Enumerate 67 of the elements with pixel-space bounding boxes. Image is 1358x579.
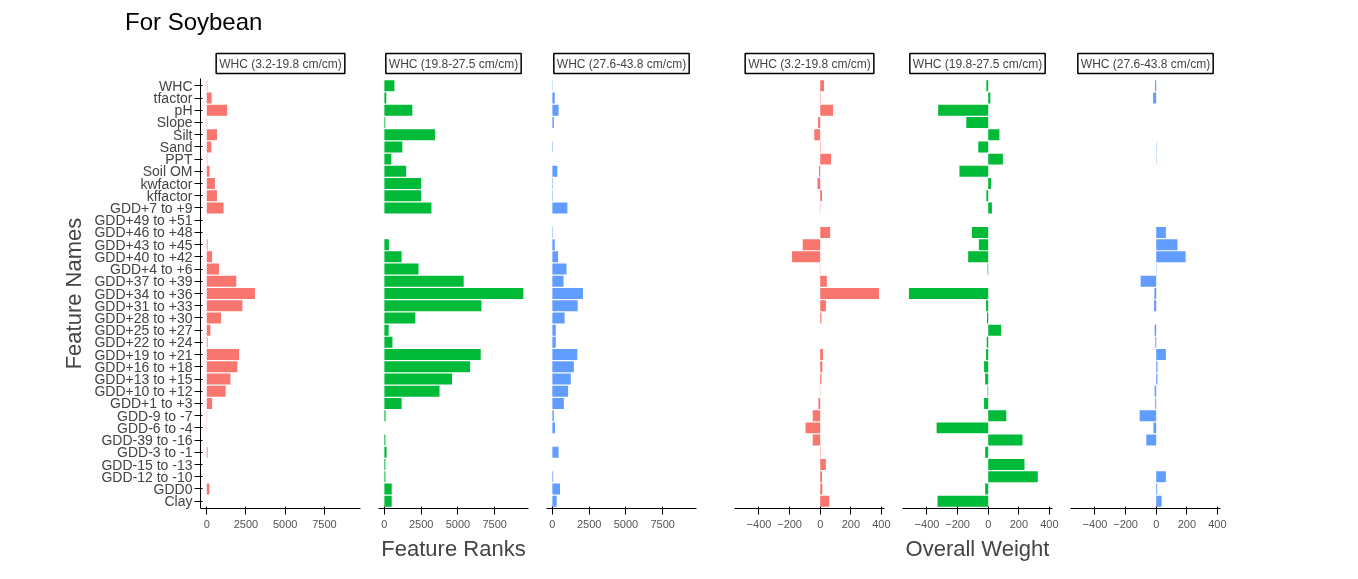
x-tick-label: −400 xyxy=(746,517,772,530)
bar xyxy=(820,226,831,238)
x-tick-label: 7500 xyxy=(650,517,675,530)
x-tick-label: 7500 xyxy=(482,517,507,530)
bar xyxy=(985,446,989,458)
bar xyxy=(988,178,991,190)
bar xyxy=(936,422,989,434)
x-tick-label: 400 xyxy=(1208,517,1227,530)
x-tick-label: 5000 xyxy=(445,517,471,530)
x-tick-label: −200 xyxy=(945,517,970,530)
bar xyxy=(552,495,557,507)
bar xyxy=(988,153,1003,165)
x-tick-label: 5000 xyxy=(613,517,639,530)
x-axis-title: Overall Weight xyxy=(905,535,1050,561)
x-tick-label: 5000 xyxy=(272,517,298,530)
chart-title: WHC (27.6-43.8 cm/cm) xyxy=(1080,56,1211,71)
x-tick-label: −200 xyxy=(1113,517,1138,530)
bar xyxy=(978,141,989,153)
x-tick-label: 400 xyxy=(1040,517,1059,530)
chart-title: WHC (3.2-19.8 cm/cm) xyxy=(219,56,342,71)
x-tick-label: 0 xyxy=(381,517,388,530)
bar xyxy=(820,153,832,165)
bar xyxy=(985,483,989,495)
bar xyxy=(384,495,392,507)
bar xyxy=(988,129,1000,141)
bar xyxy=(820,80,825,92)
text: For Soybean xyxy=(125,7,263,37)
y-tick-label: Clay xyxy=(164,493,193,510)
bar xyxy=(1156,495,1162,507)
x-tick-label: 0 xyxy=(817,517,824,530)
x-tick-label: 200 xyxy=(1009,517,1029,530)
x-tick-label: 7500 xyxy=(312,517,337,530)
x-axis-title: Feature Ranks xyxy=(381,535,526,561)
x-tick-label: 200 xyxy=(1177,517,1197,530)
x-tick-label: −400 xyxy=(914,517,940,530)
bar xyxy=(820,495,830,507)
bar xyxy=(988,434,1023,446)
chart-title: WHC (19.8-27.5 cm/cm) xyxy=(388,56,519,71)
bar xyxy=(988,324,1002,336)
x-tick-label: 0 xyxy=(549,517,556,530)
bar xyxy=(1153,92,1157,104)
bar xyxy=(384,80,395,92)
bar xyxy=(552,446,559,458)
bar xyxy=(985,373,989,385)
x-tick-label: 0 xyxy=(203,517,210,530)
bar xyxy=(988,202,992,214)
chart-title: WHC (27.6-43.8 cm/cm) xyxy=(556,56,687,71)
x-tick-label: 2500 xyxy=(576,517,602,530)
bar xyxy=(1146,434,1157,446)
x-tick-label: 400 xyxy=(872,517,891,530)
bar xyxy=(812,434,821,446)
chart-title: WHC (19.8-27.5 cm/cm) xyxy=(912,56,1043,71)
bar xyxy=(937,495,989,507)
x-tick-label: 2500 xyxy=(408,517,434,530)
x-tick-label: 0 xyxy=(1153,517,1160,530)
bar xyxy=(959,165,989,177)
bar xyxy=(988,92,991,104)
x-tick-label: 2500 xyxy=(233,517,259,530)
chart-title: WHC (3.2-19.8 cm/cm) xyxy=(748,56,871,71)
x-tick-label: −400 xyxy=(1082,517,1108,530)
x-tick-label: 200 xyxy=(841,517,861,530)
x-tick-label: −200 xyxy=(777,517,802,530)
bar xyxy=(988,410,1007,422)
x-tick-label: 0 xyxy=(985,517,992,530)
bar xyxy=(984,397,989,409)
y-axis-title: Feature Names xyxy=(61,217,87,370)
y-tick-label: pH xyxy=(174,102,193,119)
